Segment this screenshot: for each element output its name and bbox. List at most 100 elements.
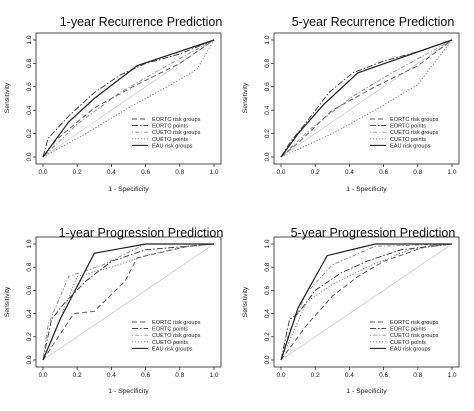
x-tick-label: 1.0	[447, 169, 456, 176]
roc-line-eortc-risk-groups	[280, 243, 453, 361]
roc-line-cueto-risk-groups	[280, 243, 453, 361]
y-tick-label: 0.6	[264, 286, 271, 295]
x-tick-label: 0.2	[73, 169, 82, 176]
y-tick-label: 0.8	[26, 59, 33, 68]
y-tick-label: 0.4	[26, 105, 33, 114]
legend-label: EAU risk groups	[390, 143, 431, 149]
y-tick-label: 0.2	[264, 129, 271, 138]
plot-frame	[273, 236, 460, 368]
y-tick-label: 1.0	[264, 35, 271, 44]
reference-diagonal	[280, 39, 453, 158]
y-tick-label: 0.4	[264, 105, 271, 114]
legend-label: EORTC risk groups	[390, 117, 439, 123]
roc-line-eau-risk-groups	[42, 39, 215, 158]
y-tick-label: 0.0	[264, 152, 271, 161]
x-tick-label: 0.6	[141, 169, 150, 176]
roc-line-cueto-points	[42, 243, 215, 361]
legend-label: CUETO risk groups	[390, 130, 439, 136]
plot-frame	[273, 32, 460, 165]
roc-line-cueto-points	[42, 39, 215, 158]
reference-diagonal	[42, 39, 215, 158]
legend-label: CUETO points	[390, 137, 426, 143]
x-tick-label: 1.0	[209, 169, 218, 176]
chart-title: 5-year Progression Prediction	[291, 226, 456, 240]
x-tick-label: 0.6	[141, 372, 150, 379]
legend-label: CUETO risk groups	[390, 333, 439, 339]
legend-label: CUETO risk groups	[152, 130, 201, 136]
plot-frame	[35, 236, 222, 368]
y-tick-label: 0.4	[26, 309, 33, 318]
reference-diagonal	[42, 243, 215, 361]
y-tick-label: 0.0	[26, 152, 33, 161]
roc-line-eortc-points	[42, 39, 215, 158]
x-tick-label: 0.8	[175, 372, 184, 379]
y-axis-label: Sensitivity	[4, 82, 11, 113]
x-axis-label: 1 - Specificity	[108, 388, 149, 395]
x-axis-label: 1 - Specificity	[346, 388, 387, 395]
y-tick-label: 1.0	[264, 239, 271, 248]
x-axis-label: 1 - Specificity	[108, 186, 149, 193]
roc-line-eortc-points	[280, 243, 453, 361]
legend-label: CUETO risk groups	[152, 333, 201, 339]
x-axis-label: 1 - Specificity	[346, 186, 387, 193]
roc-line-eau-risk-groups	[42, 243, 214, 361]
chart-panel: 1-year Recurrence Prediction 0.0 0.0 0.2 0.2…	[4, 15, 222, 193]
legend-label: EORTC points	[152, 124, 188, 130]
x-tick-label: 0.0	[38, 372, 47, 379]
legend-label: EAU risk groups	[152, 346, 193, 352]
roc-line-cueto-risk-groups	[42, 39, 215, 158]
y-axis-label: Sensitivity	[242, 82, 249, 113]
legend-label: EORTC risk groups	[152, 320, 201, 326]
legend-label: EAU risk groups	[390, 346, 431, 352]
x-tick-label: 0.8	[175, 169, 184, 176]
legend-label: EORTC points	[152, 327, 188, 333]
legend-label: CUETO points	[152, 137, 188, 143]
y-tick-label: 0.0	[26, 355, 33, 364]
roc-line-cueto-points	[280, 39, 453, 158]
y-tick-label: 0.8	[264, 59, 271, 68]
x-tick-label: 0.6	[379, 372, 388, 379]
chart-title: 1-year Progression Prediction	[59, 226, 224, 240]
x-tick-label: 0.2	[311, 372, 320, 379]
legend-label: EORTC risk groups	[152, 117, 201, 123]
plot-frame	[35, 32, 222, 165]
y-axis-label: Sensitivity	[242, 286, 249, 317]
y-tick-label: 0.2	[26, 332, 33, 341]
y-tick-label: 0.6	[26, 82, 33, 91]
y-tick-label: 0.4	[264, 309, 271, 318]
legend-label: EORTC points	[390, 124, 426, 130]
x-tick-label: 0.0	[276, 372, 285, 379]
y-tick-label: 0.8	[264, 262, 271, 271]
x-tick-label: 1.0	[447, 372, 456, 379]
x-tick-label: 0.8	[413, 169, 422, 176]
x-tick-label: 0.2	[311, 169, 320, 176]
x-tick-label: 0.4	[107, 169, 116, 176]
roc-line-cueto-risk-groups	[280, 39, 453, 158]
roc-line-cueto-points	[280, 243, 453, 361]
legend-label: EORTC risk groups	[390, 320, 439, 326]
y-tick-label: 0.8	[26, 262, 33, 271]
legend-label: CUETO points	[152, 340, 188, 346]
x-tick-label: 0.6	[379, 169, 388, 176]
chart-panel: 5-year Progression Prediction 0.0 0.0 0.2 0.…	[242, 226, 460, 395]
x-tick-label: 0.4	[107, 372, 116, 379]
chart-panel: 1-year Progression Prediction 0.0 0.0 0.2 0.…	[4, 226, 223, 395]
y-tick-label: 1.0	[26, 239, 33, 248]
y-tick-label: 0.2	[264, 332, 271, 341]
x-tick-label: 0.2	[73, 372, 82, 379]
x-tick-label: 0.0	[276, 169, 285, 176]
roc-line-eau-risk-groups	[280, 243, 452, 361]
x-tick-label: 0.0	[38, 169, 47, 176]
y-tick-label: 0.6	[26, 286, 33, 295]
y-tick-label: 0.6	[264, 82, 271, 91]
y-tick-label: 0.2	[26, 129, 33, 138]
roc-line-eortc-points	[42, 243, 215, 361]
legend-label: EORTC points	[390, 327, 426, 333]
chart-title: 1-year Recurrence Prediction	[60, 15, 223, 29]
x-tick-label: 1.0	[209, 372, 218, 379]
roc-line-eortc-risk-groups	[280, 39, 453, 158]
legend-label: EAU risk groups	[152, 143, 193, 149]
roc-line-eortc-points	[280, 39, 453, 158]
y-tick-label: 1.0	[26, 35, 33, 44]
